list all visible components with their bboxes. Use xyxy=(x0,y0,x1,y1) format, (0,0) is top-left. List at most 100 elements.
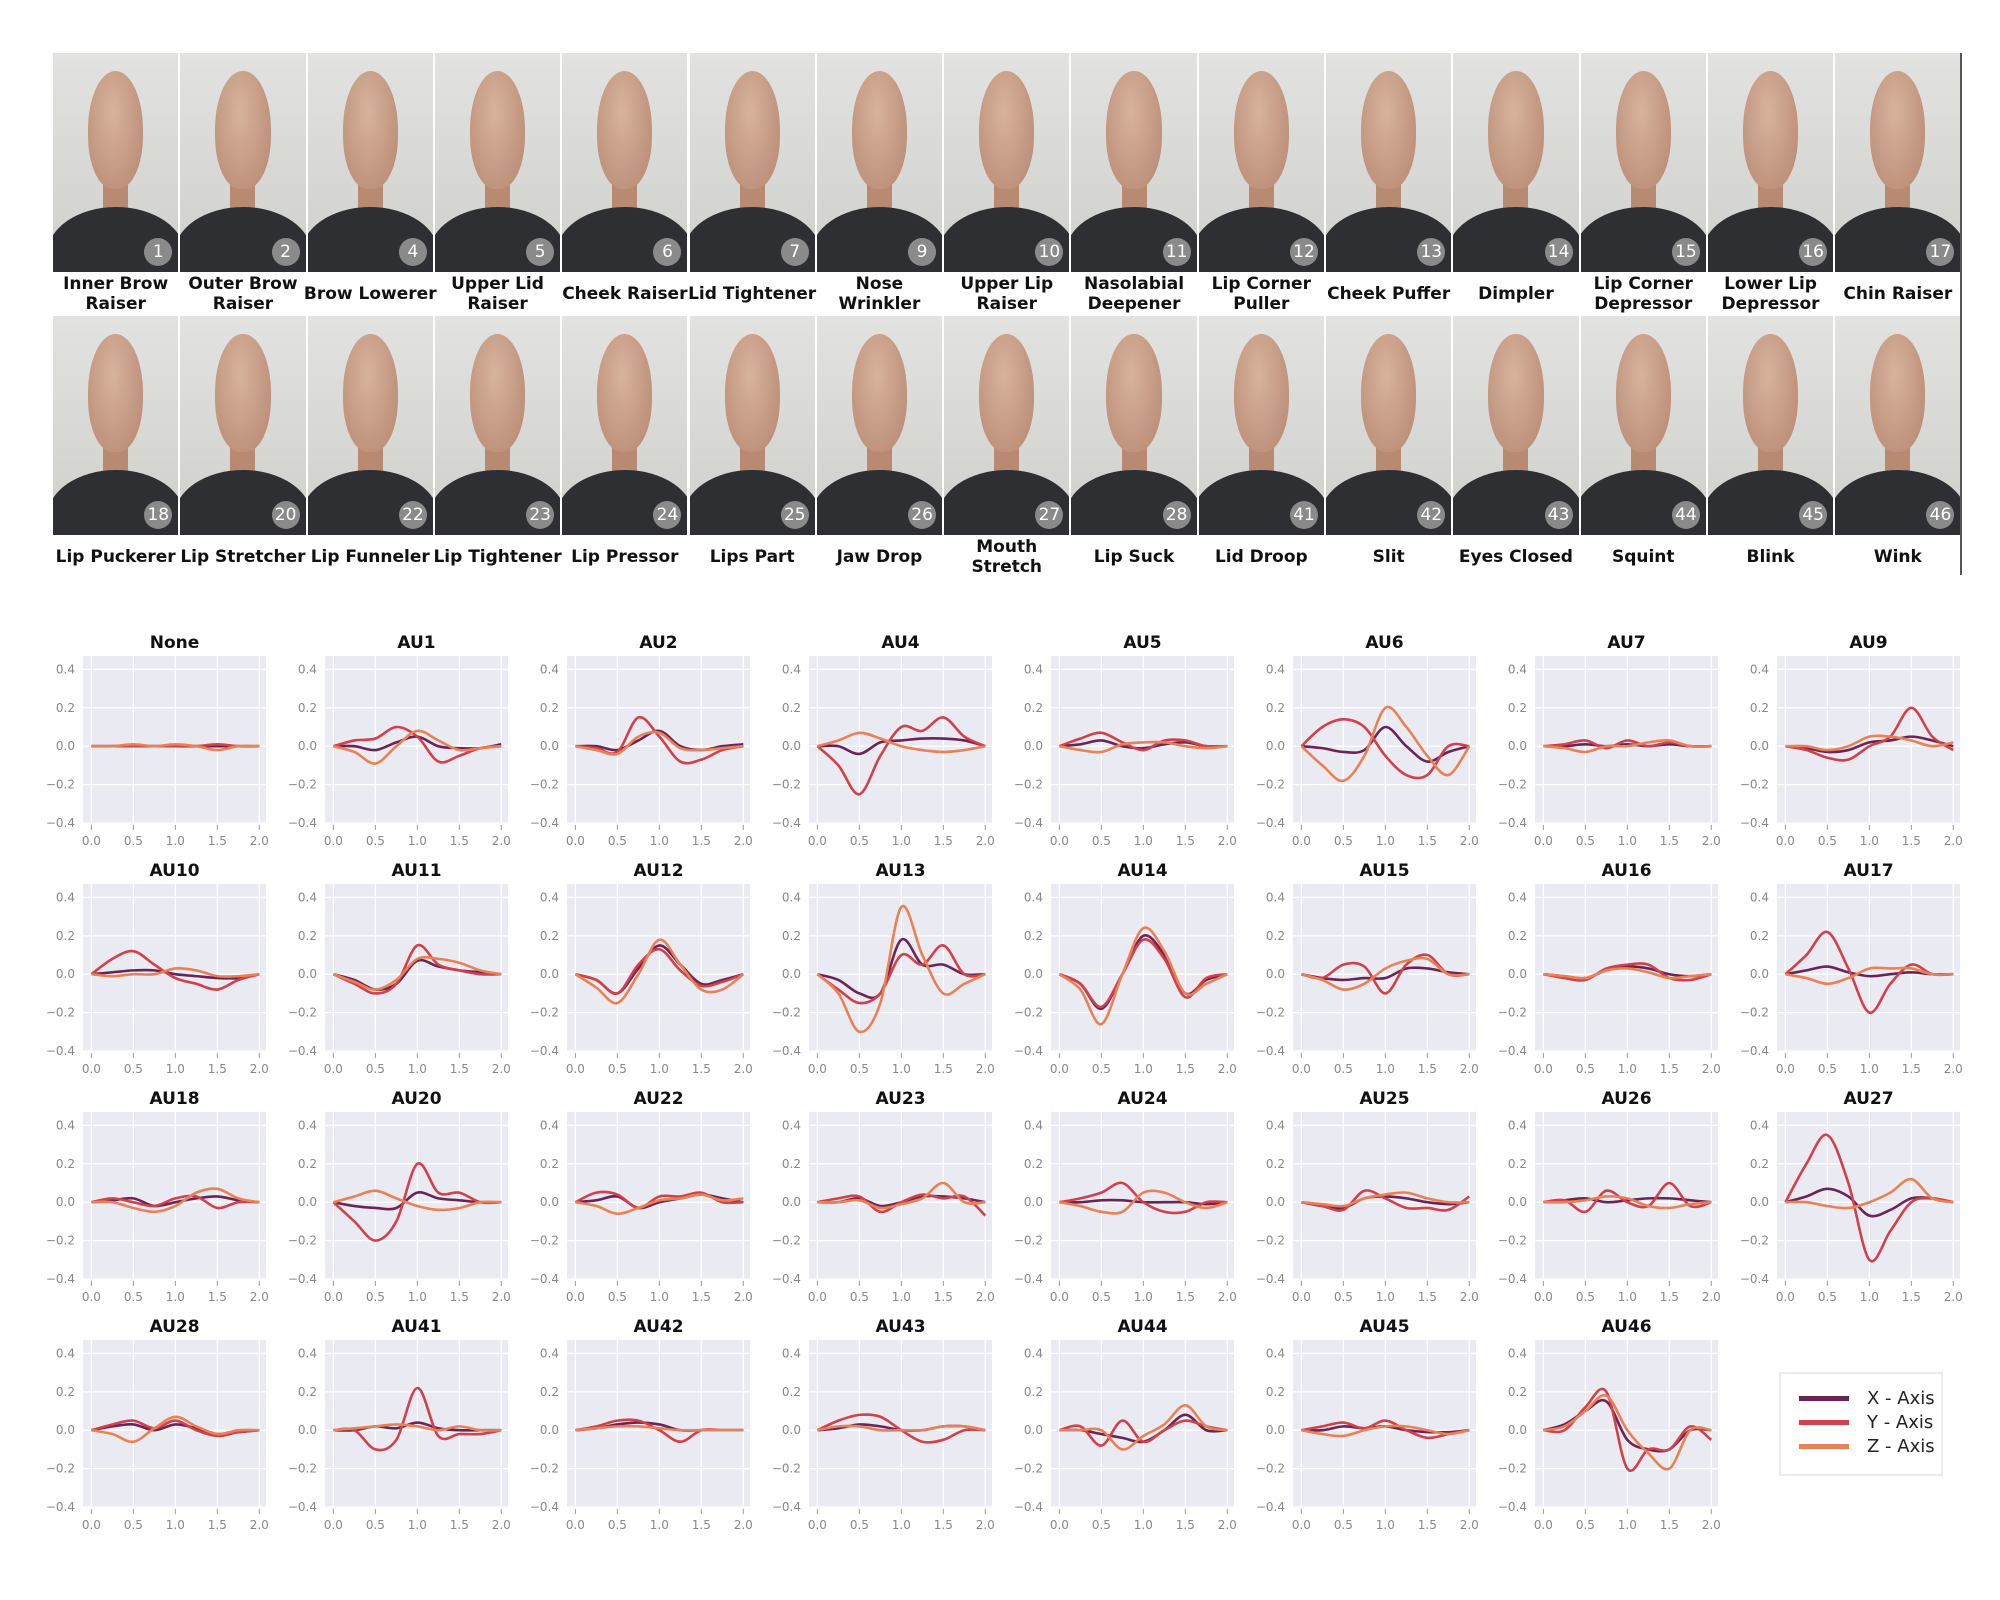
y-tick-label: −0.4 xyxy=(1740,1272,1769,1286)
x-tick-label: 0.0 xyxy=(82,1518,101,1532)
y-tick-label: −0.4 xyxy=(46,1272,75,1286)
x-tick-label: 0.0 xyxy=(1534,1290,1553,1304)
x-tick-label: 1.5 xyxy=(1176,1062,1195,1076)
y-tick-label: 0.2 xyxy=(1750,1157,1769,1171)
x-tick-label: 1.5 xyxy=(1660,1518,1679,1532)
y-tick-label: 0.4 xyxy=(782,890,801,904)
x-tick-label: 1.5 xyxy=(692,1518,711,1532)
face-photo: 44 xyxy=(1580,316,1706,535)
x-tick-label: 0.0 xyxy=(566,834,585,848)
x-tick-label: 1.0 xyxy=(1134,1062,1153,1076)
x-tick-label: 1.5 xyxy=(1418,1290,1437,1304)
series-line-z xyxy=(1543,1393,1712,1471)
chart-title: AU1 xyxy=(397,633,435,653)
series-line-x xyxy=(575,1193,744,1210)
au-number-badge: 17 xyxy=(1926,238,1955,266)
y-tick-label: −0.4 xyxy=(1740,1044,1769,1058)
x-tick-label: 0.0 xyxy=(1534,1062,1553,1076)
series-line-y xyxy=(91,1194,260,1210)
x-tick-label: 1.5 xyxy=(692,1290,711,1304)
x-tick-label: 2.0 xyxy=(734,1290,753,1304)
x-tick-label: 0.5 xyxy=(1576,1518,1595,1532)
y-tick-label: 0.4 xyxy=(1266,890,1285,904)
x-tick-label: 0.0 xyxy=(1776,834,1795,848)
divider xyxy=(1960,53,1962,575)
x-tick-label: 0.0 xyxy=(1050,1290,1069,1304)
y-tick-label: 0.0 xyxy=(1024,967,1043,981)
series-line-y xyxy=(1059,1181,1228,1215)
x-tick-label: 2.0 xyxy=(1702,1290,1721,1304)
y-tick-label: 0.2 xyxy=(1266,929,1285,943)
series-line-z xyxy=(1058,926,1228,1026)
y-tick-label: −0.2 xyxy=(1014,1234,1043,1248)
series-line-x xyxy=(1785,735,1954,754)
y-tick-label: 0.4 xyxy=(1266,1118,1285,1132)
y-tick-label: 0.2 xyxy=(56,929,75,943)
x-tick-label: 1.0 xyxy=(166,1290,185,1304)
x-tick-label: 2.0 xyxy=(1944,1290,1963,1304)
x-tick-label: 0.0 xyxy=(1050,1062,1069,1076)
face-photo: 12 xyxy=(1198,53,1324,272)
y-tick-label: 0.0 xyxy=(540,739,559,753)
plot-area xyxy=(83,656,266,823)
au-label: Lip Corner Puller xyxy=(1211,274,1311,314)
y-tick-label: 0.2 xyxy=(1508,929,1527,943)
x-tick-label: 0.5 xyxy=(608,1062,627,1076)
x-tick-label: 0.5 xyxy=(850,834,869,848)
y-tick-label: 0.2 xyxy=(56,701,75,715)
x-tick-label: 1.0 xyxy=(408,1062,427,1076)
x-tick-label: 1.0 xyxy=(1376,1062,1395,1076)
x-tick-label: 0.0 xyxy=(82,834,101,848)
y-tick-label: −0.4 xyxy=(1740,816,1769,830)
x-tick-label: 1.0 xyxy=(1860,1062,1879,1076)
y-tick-label: −0.2 xyxy=(530,778,559,792)
y-tick-label: −0.2 xyxy=(288,1006,317,1020)
face-photo: 41 xyxy=(1198,316,1324,535)
y-tick-label: −0.4 xyxy=(1256,1044,1285,1058)
x-tick-label: 0.5 xyxy=(1818,1290,1837,1304)
y-tick-label: −0.2 xyxy=(1498,1462,1527,1476)
x-tick-label: 2.0 xyxy=(492,834,511,848)
au-number-badge: 7 xyxy=(780,238,809,266)
x-tick-label: 0.0 xyxy=(1534,834,1553,848)
chart-panel: AU13 0.4 0.2 0.0 −0.2 −0.4 0.0 0.5 1.0 1.5 2.0 xyxy=(772,861,995,1076)
series-line-y xyxy=(1784,1133,1954,1263)
x-tick-label: 1.5 xyxy=(208,1290,227,1304)
y-tick-label: 0.0 xyxy=(1024,1423,1043,1437)
face-photo: 14 xyxy=(1453,53,1579,272)
face-photo: 18 xyxy=(53,316,179,535)
x-tick-label: 1.0 xyxy=(1860,1290,1879,1304)
x-tick-label: 1.0 xyxy=(1376,834,1395,848)
y-tick-label: 0.0 xyxy=(782,967,801,981)
y-tick-label: 0.2 xyxy=(1508,1157,1527,1171)
series-line-z xyxy=(575,1424,744,1432)
y-tick-label: −0.2 xyxy=(46,1006,75,1020)
y-tick-label: 0.0 xyxy=(56,739,75,753)
x-tick-label: 0.5 xyxy=(124,1062,143,1076)
au-label: Lid Droop xyxy=(1214,547,1308,567)
series-line-y xyxy=(816,944,986,1005)
x-tick-label: 2.0 xyxy=(1218,1290,1237,1304)
au-number-badge: 28 xyxy=(1162,501,1191,529)
x-tick-label: 2.0 xyxy=(492,1518,511,1532)
x-tick-label: 0.5 xyxy=(1092,1062,1111,1076)
series-line-z xyxy=(1300,705,1471,783)
x-tick-label: 1.0 xyxy=(1618,1062,1637,1076)
au-number-badge: 44 xyxy=(1671,501,1700,529)
legend-item-z: Z - Axis xyxy=(1799,1436,1935,1457)
y-tick-label: −0.2 xyxy=(1740,1006,1769,1020)
series-line-z xyxy=(1059,1189,1228,1215)
plot-area xyxy=(325,1112,508,1279)
au-label: Blink xyxy=(1746,547,1795,567)
x-tick-label: 2.0 xyxy=(250,1062,269,1076)
y-tick-label: −0.4 xyxy=(1256,1272,1285,1286)
x-tick-label: 0.0 xyxy=(808,1518,827,1532)
chart-title: AU7 xyxy=(1607,633,1645,653)
x-tick-label: 2.0 xyxy=(1944,1062,1963,1076)
x-tick-label: 0.0 xyxy=(324,1062,343,1076)
face-photo: 5 xyxy=(434,53,561,272)
face-photo: 24 xyxy=(562,316,688,535)
au-label: Slit xyxy=(1372,547,1405,567)
y-tick-label: 0.4 xyxy=(1266,662,1285,676)
x-tick-label: 0.5 xyxy=(850,1518,869,1532)
